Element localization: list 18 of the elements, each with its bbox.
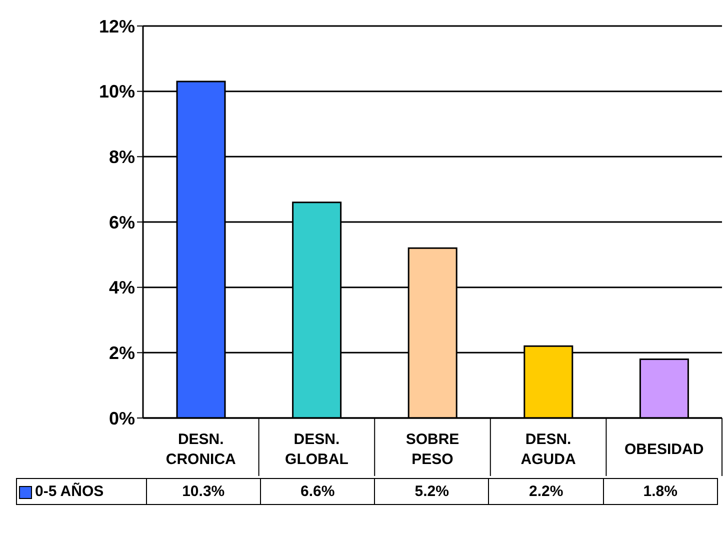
data-label: 5.2% bbox=[374, 478, 489, 504]
y-tick-label: 6% bbox=[108, 212, 135, 232]
data-label: 1.8% bbox=[603, 478, 718, 504]
y-tick-label: 2% bbox=[108, 343, 135, 364]
data-label: 10.3% bbox=[146, 478, 261, 504]
x-tick-label: SOBRE PESO bbox=[406, 431, 460, 468]
y-tick-label: 8% bbox=[108, 147, 135, 168]
y-tick-label: 10% bbox=[98, 82, 135, 102]
legend-label: 0-5 AÑOS bbox=[34, 483, 104, 500]
y-tick-label: 0% bbox=[108, 408, 135, 428]
y-tick-label: 4% bbox=[108, 278, 135, 298]
x-tick-label: DESN. AGUDA bbox=[520, 431, 576, 468]
x-tick-label: DESN. CRONICA bbox=[166, 431, 236, 468]
y-tick-label: 12% bbox=[98, 16, 135, 36]
data-label: 6.6% bbox=[260, 478, 375, 504]
data-label: 2.2% bbox=[488, 478, 604, 504]
x-tick-label: OBESIDAD bbox=[624, 441, 704, 458]
x-tick-label: DESN. GLOBAL bbox=[285, 431, 348, 468]
